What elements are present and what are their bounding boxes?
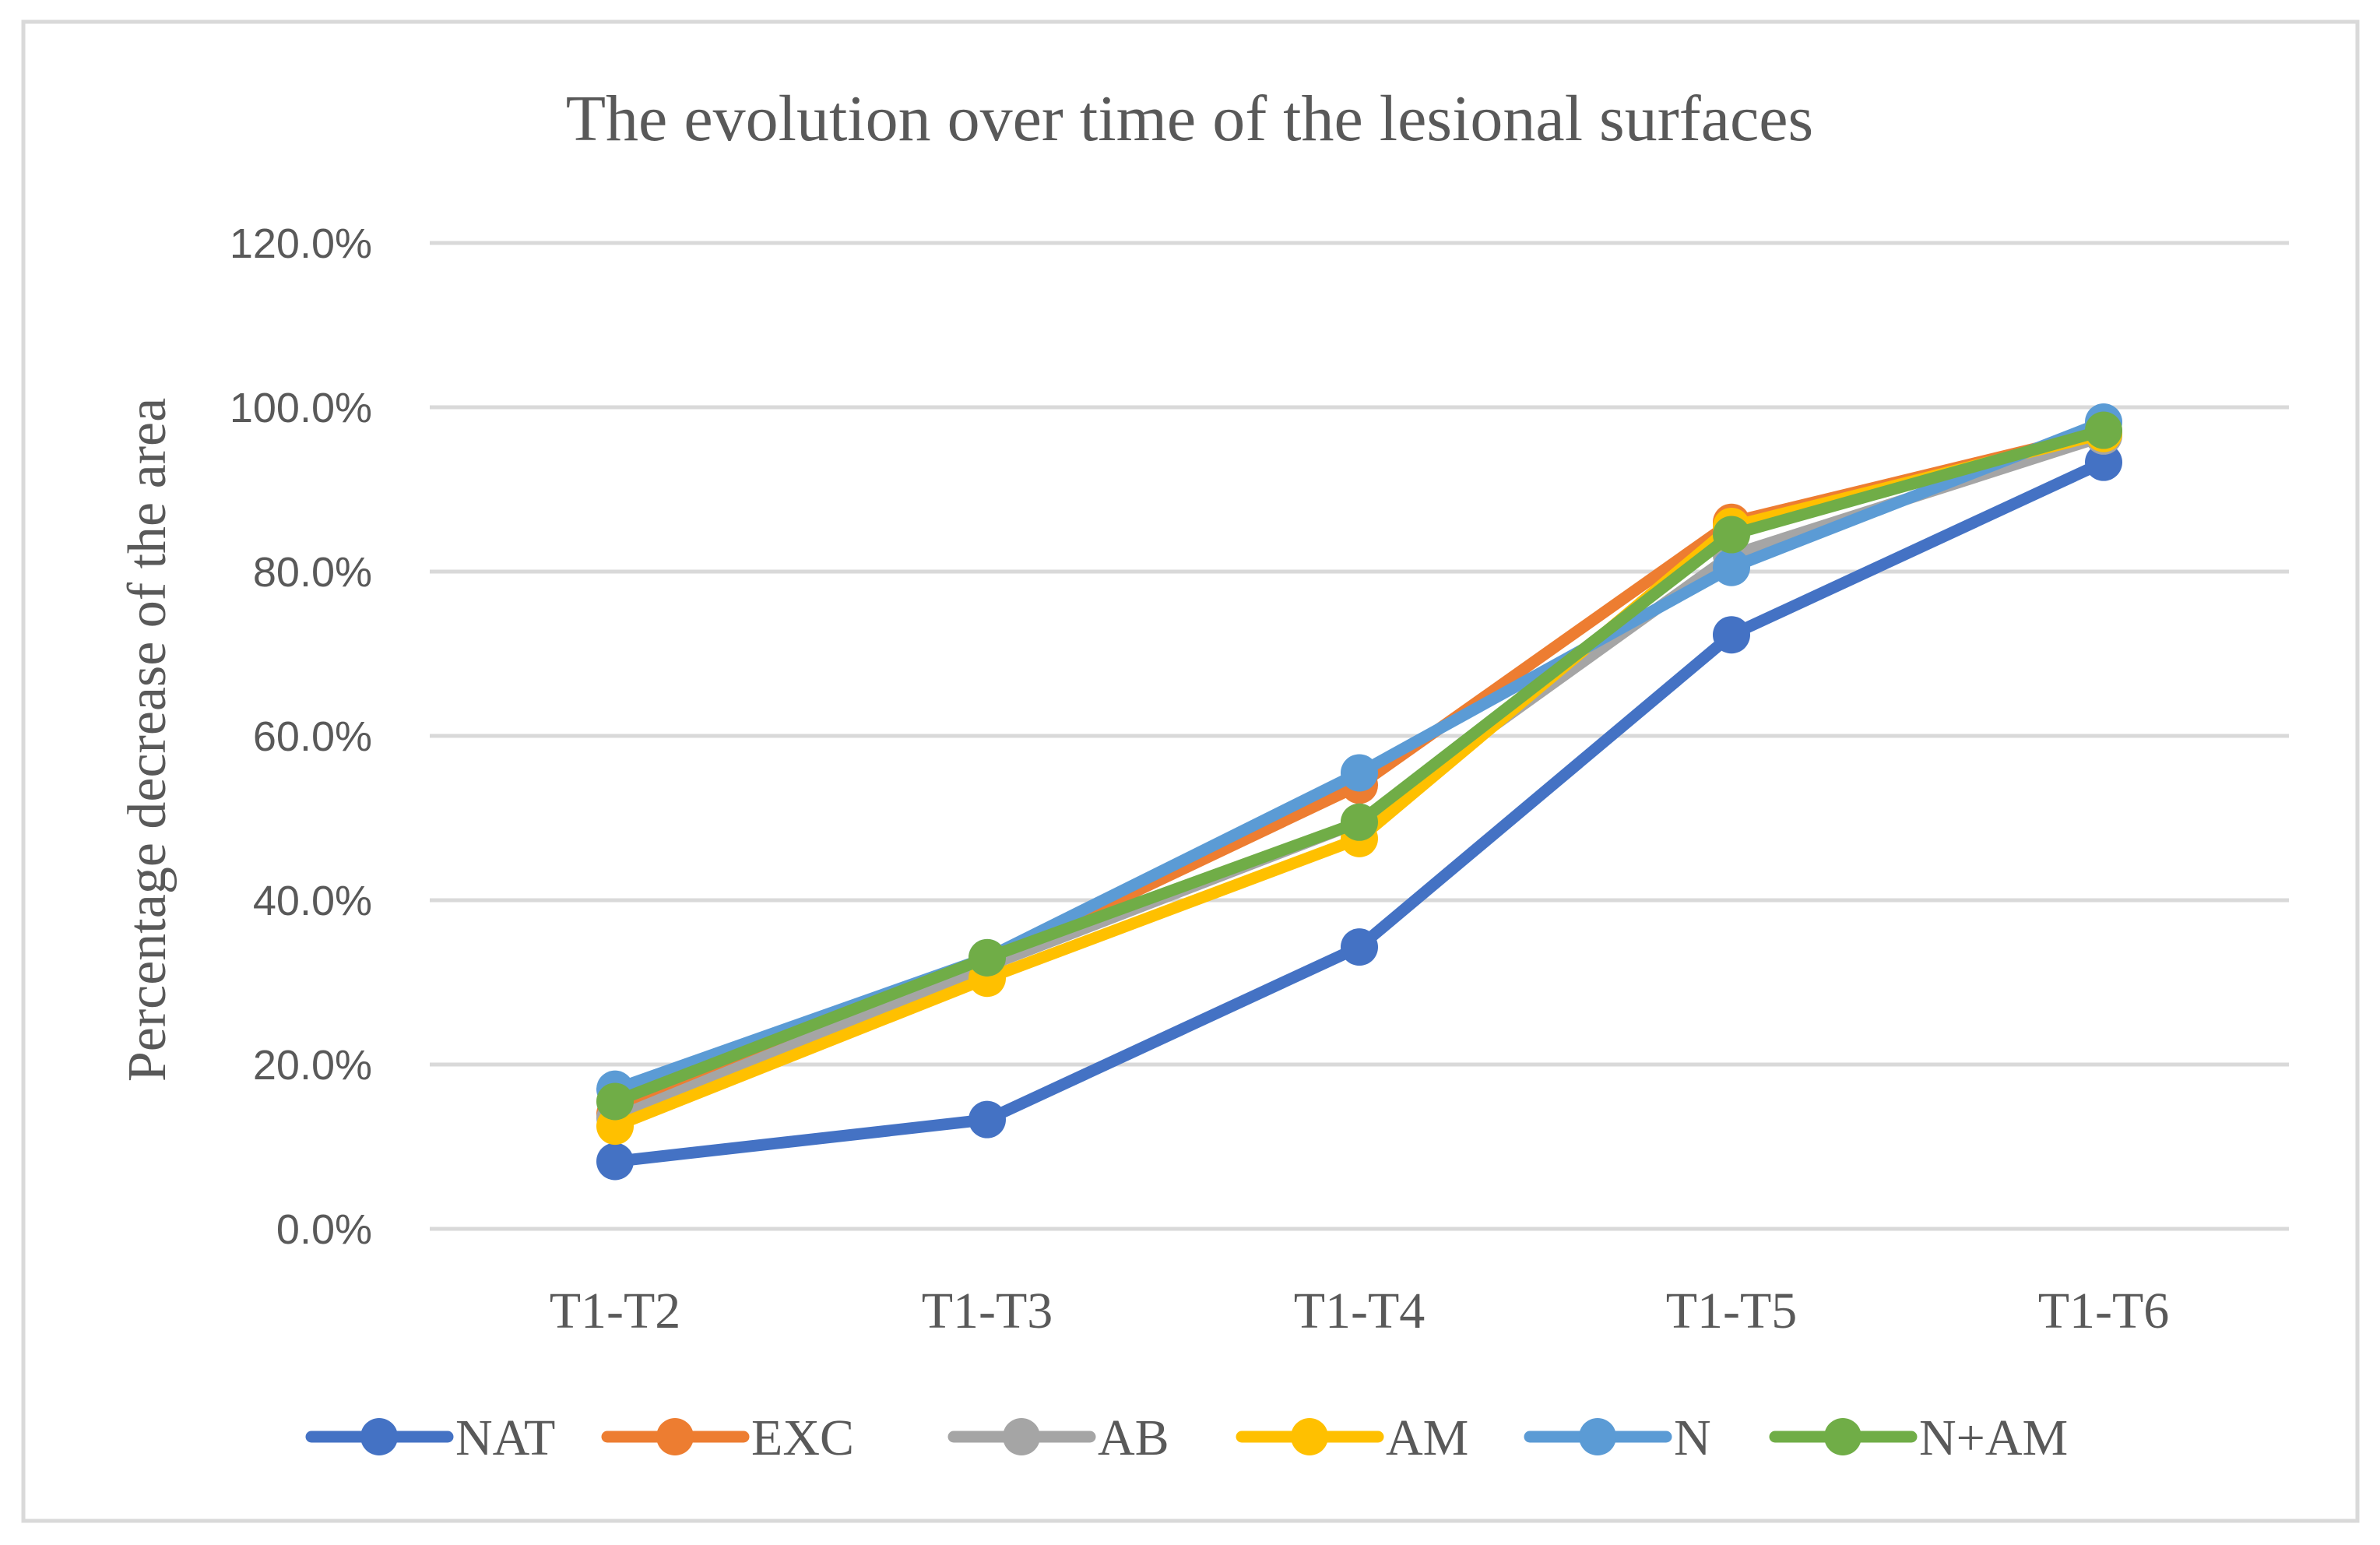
data-point bbox=[2085, 443, 2122, 481]
legend-label: NAT bbox=[455, 1410, 555, 1466]
legend-item: NAT bbox=[305, 1410, 555, 1466]
data-point bbox=[969, 938, 1006, 977]
series-n-am bbox=[596, 411, 2122, 1121]
x-tick-label: T1-T6 bbox=[2038, 1283, 2170, 1339]
legend-label: AM bbox=[1386, 1410, 1468, 1466]
series-lines bbox=[596, 403, 2122, 1181]
data-point bbox=[1341, 803, 1378, 841]
legend-label: EXC bbox=[751, 1410, 854, 1466]
y-tick-label: 80.0% bbox=[253, 549, 372, 596]
legend-swatch-marker bbox=[1291, 1418, 1328, 1455]
data-point bbox=[1713, 516, 1750, 554]
legend-item: AM bbox=[1236, 1410, 1468, 1466]
legend-item: N bbox=[1524, 1410, 1711, 1466]
y-tick-label: 120.0% bbox=[230, 220, 372, 267]
legend-swatch-marker bbox=[1579, 1418, 1616, 1455]
data-point bbox=[1713, 548, 1750, 586]
legend: NAT EXC AB AM N N+AM bbox=[305, 1410, 2068, 1466]
y-tick-label: 40.0% bbox=[253, 878, 372, 924]
legend-swatch-marker bbox=[656, 1418, 694, 1455]
y-tick-label: 0.0% bbox=[276, 1206, 372, 1253]
legend-swatch-marker bbox=[1824, 1418, 1861, 1455]
legend-swatch-marker bbox=[360, 1418, 398, 1455]
data-point bbox=[2085, 411, 2122, 449]
y-axis-ticks: 0.0% 20.0% 40.0% 60.0% 80.0% 100.0% 120.0% bbox=[230, 220, 372, 1253]
chart-title: The evolution over time of the lesional … bbox=[566, 83, 1813, 155]
x-tick-label: T1-T3 bbox=[922, 1283, 1053, 1339]
legend-item: EXC bbox=[601, 1410, 854, 1466]
data-point bbox=[1713, 616, 1750, 654]
x-tick-label: T1-T4 bbox=[1294, 1283, 1426, 1339]
chart-frame bbox=[21, 19, 2360, 1523]
data-point bbox=[596, 1082, 634, 1121]
x-tick-label: T1-T5 bbox=[1666, 1283, 1798, 1339]
y-tick-label: 20.0% bbox=[253, 1042, 372, 1089]
legend-label: N+AM bbox=[1919, 1410, 2068, 1466]
x-axis-ticks: T1-T2 T1-T3 T1-T4 T1-T5 T1-T6 bbox=[550, 1283, 2170, 1339]
data-point bbox=[969, 1100, 1006, 1139]
data-point bbox=[1341, 928, 1378, 966]
y-tick-label: 60.0% bbox=[253, 713, 372, 760]
legend-label: N bbox=[1674, 1410, 1711, 1466]
legend-item: AB bbox=[947, 1410, 1169, 1466]
legend-label: AB bbox=[1098, 1410, 1169, 1466]
series-nat bbox=[596, 443, 2122, 1181]
y-tick-label: 100.0% bbox=[230, 385, 372, 431]
legend-item: N+AM bbox=[1769, 1410, 2068, 1466]
data-point bbox=[1341, 754, 1378, 792]
data-point bbox=[596, 1142, 634, 1181]
y-axis-label: Percentage decrease of the area bbox=[118, 398, 178, 1082]
legend-swatch-marker bbox=[1003, 1418, 1040, 1455]
x-tick-label: T1-T2 bbox=[550, 1283, 681, 1339]
